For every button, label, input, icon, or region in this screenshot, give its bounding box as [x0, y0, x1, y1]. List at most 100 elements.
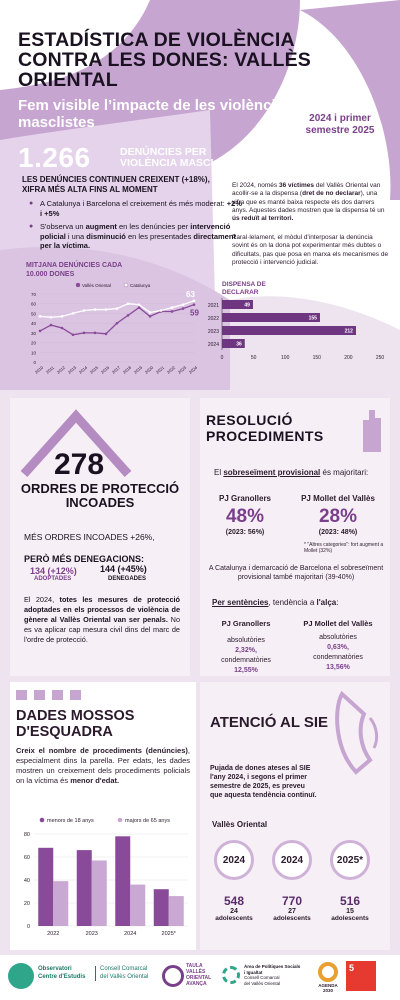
x-tick-label: 2014	[78, 365, 89, 375]
x-tick-label: 150	[313, 355, 322, 361]
orders-title: ORDRES DE PROTECCIÓ INCOADES	[20, 481, 180, 510]
x-tick-label: 2016	[100, 365, 111, 375]
series-point-0	[181, 307, 185, 310]
mollet-title: PJ Mollet del Vallès	[301, 494, 375, 503]
orders-panel: 278 ORDRES DE PROTECCIÓ INCOADES MÉS ORD…	[10, 398, 190, 676]
x-tick-label: 2010	[34, 365, 45, 375]
series-point-0	[192, 303, 196, 306]
resolution-intro: El sobreseïment provisional és majoritar…	[214, 468, 369, 477]
area-name: Àrea de Polítiques Socials i Igualtat Cons…	[244, 964, 301, 986]
bar	[222, 300, 253, 309]
sie-title: ATENCIÓ AL SIE	[210, 714, 329, 731]
series-point-1	[93, 308, 97, 311]
x-tick-label: 2024	[124, 931, 136, 937]
x-tick-label: 2025*	[162, 931, 177, 937]
x-tick-label: 2024	[188, 365, 199, 375]
sie-paragraph: Pujada de dones ateses al SIE l'any 2024…	[210, 765, 317, 799]
adopted-label: ADOPTADES	[34, 576, 72, 582]
complaints-lead: LES DENÚNCIES CONTINUEN CREIXENT (+18%),…	[22, 175, 210, 194]
series-point-0	[82, 331, 86, 335]
phone-icon	[335, 690, 379, 775]
series-point-1	[192, 299, 196, 303]
series-point-1	[60, 315, 64, 318]
y-tick-label: 50	[31, 311, 37, 316]
bar-0	[153, 889, 169, 926]
decor-squares	[16, 690, 106, 700]
bar-value: 155	[309, 316, 318, 322]
y-tick-label: 40	[31, 321, 37, 326]
x-tick-label: 2019	[133, 365, 144, 375]
x-tick-label: 2021	[155, 365, 166, 375]
bullet-police: S'observa un augment en les denúncies pe…	[29, 222, 245, 251]
orders-more: MÉS ORDRES INCOADES +26%,	[24, 532, 155, 542]
y-tick-label: 0	[27, 924, 30, 930]
series-point-1	[38, 315, 42, 318]
series-point-1	[49, 316, 53, 319]
x-tick-label: 0	[221, 355, 224, 361]
series-point-1	[71, 312, 75, 315]
period-label: 2024 i primer semestre 2025	[305, 113, 375, 136]
y-tick-label: 60	[31, 302, 37, 307]
series-point-0	[126, 314, 130, 317]
x-tick-label: 2020	[144, 365, 155, 375]
y-tick-label: 20	[24, 901, 30, 907]
judicial-paragraph: Paral·lelament, el mòdul d'interposar la…	[232, 234, 389, 266]
series-point-0	[148, 315, 152, 318]
legend-label-1: Catalunya	[130, 283, 151, 288]
hand-icon	[363, 410, 381, 452]
y-tick-label: 80	[24, 832, 30, 838]
category-label: 2021	[208, 303, 219, 309]
granollers-pct: 48%	[225, 506, 265, 527]
sie-year-3: 2025*	[330, 840, 370, 880]
sie-stat-3: 516 15 adolescents	[331, 894, 369, 922]
series-point-1	[181, 303, 185, 306]
orders-denials: PERÒ MÉS DENEGACIONS:	[24, 554, 145, 564]
bar-0	[76, 850, 92, 926]
series-point-1	[82, 309, 86, 312]
sie-stat-2: 770 27 adolescents	[273, 894, 311, 922]
agenda-logo	[318, 962, 338, 982]
house-icon	[20, 409, 132, 478]
x-tick-label: 2023	[177, 365, 188, 375]
bar	[222, 313, 320, 322]
bar-1	[168, 896, 184, 926]
demarcation-text: A Catalunya i demarcació de Barcelona el…	[208, 565, 384, 581]
x-tick-label: 200	[344, 355, 353, 361]
x-tick-label: 100	[281, 355, 290, 361]
sie-year-2: 2024	[272, 840, 312, 880]
line-chart-title: MITJANA DENÚNCIES CADA 10.000 DONES	[26, 262, 122, 278]
y-tick-label: 40	[24, 878, 30, 884]
x-tick-label: 50	[251, 355, 257, 361]
series-point-0	[60, 326, 64, 330]
series-point-0	[71, 333, 75, 337]
header-section: ESTADÍSTICA DE VIOLÈNCIA CONTRA LES DONE…	[0, 0, 400, 390]
mossos-title: DADES MOSSOS D'ESQUADRA	[16, 708, 135, 740]
adopted-value: 134 (+12%)	[30, 566, 77, 576]
pj2-stats: absolutòries 0,63%, condemnatòries 13,56…	[313, 634, 363, 671]
observatori-name: Observatori Centre d'Estudis	[38, 966, 86, 980]
annotation-catalunya: 63	[186, 290, 195, 299]
series-point-0	[93, 331, 97, 335]
complaints-total: 1.266	[18, 142, 91, 173]
bar-1	[91, 860, 107, 926]
resolution-title: RESOLUCIÓ PROCEDIMENTS	[206, 412, 324, 444]
annotation-valles: 59	[190, 309, 199, 318]
orders-paragraph: El 2024, totes les mesures de protecció …	[24, 595, 181, 644]
x-tick-label: 2013	[67, 365, 78, 375]
sie-stat-1: 548 24 adolescents	[215, 894, 253, 922]
x-tick-label: 2023	[86, 931, 98, 937]
page-subtitle: Fem visible l’impacte de les violències …	[18, 97, 293, 131]
legend-label-0: Vallès Oriental	[82, 283, 111, 288]
series-point-1	[126, 302, 130, 306]
x-tick-label: 2018	[122, 365, 133, 375]
agenda-name: AGENDA 2030	[318, 983, 338, 993]
complaints-label: DENÚNCIES PER VIOLÈNCIA MASCLISTA	[120, 146, 241, 169]
x-tick-label: 2011	[45, 365, 56, 375]
sie-panel: ATENCIÓ AL SIE Pujada de dones ateses al…	[200, 682, 390, 950]
consell-name: Consell Comarcal del Vallès Oriental	[95, 966, 148, 981]
denied-label: DENEGADES	[108, 576, 147, 582]
sie-region: Vallès Oriental	[212, 820, 268, 829]
series-point-1	[104, 308, 108, 311]
bar-1	[53, 881, 69, 926]
